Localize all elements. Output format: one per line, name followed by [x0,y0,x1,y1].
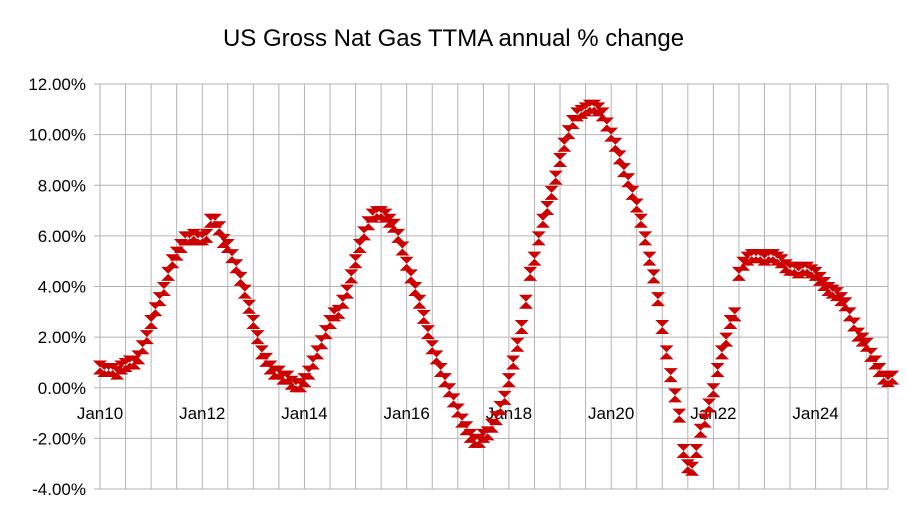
y-tick-label: 10.00% [28,126,86,145]
x-tick-label: Jan20 [588,404,634,423]
data-point [676,444,691,459]
data-point [706,383,721,398]
data-point [399,256,414,271]
data-point [518,294,533,309]
y-tick-label: 8.00% [38,176,86,195]
data-point [625,185,640,200]
data-point [408,282,423,297]
y-tick-label: 4.00% [38,278,86,297]
y-tick-label: 0.00% [38,379,86,398]
y-tick-labels: -4.00% -2.00% 0.00% 2.00% 4.00% 6.00% 8.00% 10.… [28,75,86,499]
data-point [621,173,636,188]
data-point [139,330,154,345]
y-tick-label: 6.00% [38,227,86,246]
x-tick-label: Jan24 [792,404,838,423]
data-point [429,350,444,365]
x-tick-label: Jan12 [179,404,225,423]
data-point [531,231,546,246]
data-point [659,345,674,360]
data-point [412,294,427,309]
data-point [233,271,248,286]
data-point [144,314,159,329]
data-point [344,269,359,284]
data-point [557,137,572,152]
data-point [650,292,665,307]
data-point [156,282,171,297]
data-point [548,170,563,185]
data-point [608,137,623,152]
data-point [710,363,725,378]
x-tick-label: Jan22 [690,404,736,423]
data-point [395,241,410,256]
data-point [199,228,214,243]
data-point [161,266,176,281]
data-point [553,152,568,167]
data-point [638,231,653,246]
data-point [212,221,227,236]
data-point [506,355,521,370]
data-point [727,307,742,322]
data-point [655,320,670,334]
data-point [672,408,687,423]
data-point [250,330,265,345]
data-point [514,320,529,334]
data-point [885,370,900,385]
data-point [714,345,729,360]
data-point [510,337,525,352]
data-series [93,99,900,476]
data-point [535,213,550,228]
data-point [663,368,678,383]
data-point [237,284,252,299]
axes [94,83,101,490]
data-point [118,357,133,372]
data-point [646,269,661,284]
data-point [527,251,542,266]
data-point [629,198,644,213]
data-point [633,213,648,228]
data-point [420,325,435,340]
data-point [668,388,683,403]
data-point [348,254,363,269]
data-point [697,413,712,428]
y-tick-label: 12.00% [28,75,86,94]
y-tick-label: -4.00% [32,480,86,499]
data-point [612,150,627,165]
data-point [352,239,367,253]
data-point [540,201,555,216]
y-tick-label: 2.00% [38,328,86,347]
x-tick-label: Jan16 [384,404,430,423]
data-point [685,461,700,476]
chart-title: US Gross Nat Gas TTMA annual % change [222,25,685,52]
data-point [719,332,734,347]
data-point [340,284,355,299]
data-point [497,390,512,405]
data-point [229,259,244,274]
data-point [523,266,538,281]
data-point [242,299,257,314]
data-point [501,373,516,388]
data-point [642,251,657,266]
x-tick-label: Jan18 [486,404,532,423]
data-point [689,444,704,459]
data-point [114,360,129,375]
x-tick-label: Jan14 [281,404,327,423]
x-tick-labels: Jan10 Jan12 Jan14 Jan16 Jan18 Jan20 Jan22 Jan24 [77,404,839,423]
x-tick-label: Jan10 [77,404,123,423]
data-point [391,228,406,243]
data-point [544,185,559,200]
data-point [702,398,717,413]
data-point [246,314,261,329]
data-point [403,269,418,284]
data-point [416,309,431,324]
y-tick-label: -2.00% [32,429,86,448]
